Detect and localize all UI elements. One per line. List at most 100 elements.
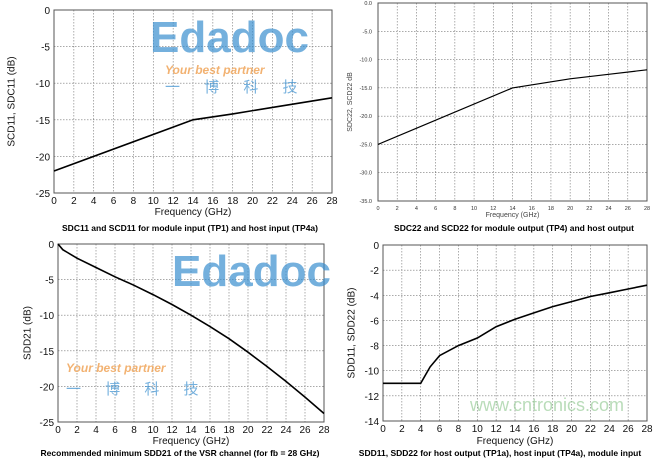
series-line <box>53 97 333 172</box>
y-axis-label: SCD11, SDC11 (dB) <box>7 56 18 146</box>
x-tick-label: 26 <box>307 196 319 207</box>
y-tick-label: -5 <box>41 43 50 54</box>
y-tick-label: -5 <box>45 276 54 287</box>
y-tick-label: -15 <box>40 347 55 358</box>
x-tick-label: 22 <box>261 425 273 436</box>
x-tick-label: 24 <box>604 424 616 435</box>
x-tick-label: 26 <box>625 206 631 212</box>
x-tick-label: 20 <box>567 206 573 212</box>
x-tick-label: 24 <box>287 196 299 207</box>
x-axis-label: Frequency (GHz) <box>155 207 232 218</box>
x-tick-label: 10 <box>148 196 160 207</box>
chart-title: SDC22 and SCD22 for module output (TP4) … <box>394 223 634 233</box>
x-tick-label: 10 <box>147 425 159 436</box>
x-tick-label: 16 <box>529 206 535 212</box>
x-tick-label: 8 <box>456 424 462 435</box>
x-tick-label: 2 <box>396 206 399 212</box>
x-tick-label: 14 <box>509 206 515 212</box>
y-tick-label: -20.0 <box>359 114 372 120</box>
x-tick-label: 28 <box>641 424 653 435</box>
x-tick-label: 4 <box>93 425 99 436</box>
plot-frame <box>57 243 325 423</box>
y-axis-label: SDD11, SDD22 (dB) <box>347 288 358 379</box>
y-tick-label: -14 <box>365 417 380 428</box>
y-tick-label: -10.0 <box>359 58 372 64</box>
x-tick-label: 2 <box>74 425 80 436</box>
y-tick-label: 0 <box>48 240 54 251</box>
y-tick-label: -6 <box>370 316 379 327</box>
y-tick-label: -20 <box>40 382 55 393</box>
x-tick-label: 28 <box>644 206 650 212</box>
chart-title: SDD11, SDD22 for host output (TP1a), hos… <box>359 448 642 458</box>
x-tick-label: 26 <box>299 425 311 436</box>
series-line <box>383 284 648 385</box>
x-tick-label: 6 <box>111 196 117 207</box>
x-tick-label: 0 <box>55 425 61 436</box>
y-tick-label: -25 <box>40 418 55 429</box>
y-tick-label: 0 <box>373 241 379 252</box>
x-tick-label: 10 <box>472 424 484 435</box>
y-tick-label: -2 <box>370 266 379 277</box>
x-tick-label: 2 <box>399 424 405 435</box>
y-tick-label: -15 <box>36 116 51 127</box>
x-tick-label: 8 <box>131 196 137 207</box>
x-axis-label: Frequency (GHz) <box>153 436 230 447</box>
y-tick-label: -12 <box>365 392 380 403</box>
x-tick-label: 28 <box>326 196 338 207</box>
chart-2: 0 2 4 6 8 10 12 14 16 18 20 22 24 26 280.0-5.0-10.0-15… <box>347 1 650 233</box>
x-tick-label: 0 <box>380 424 386 435</box>
plot-frame <box>377 2 648 202</box>
x-axis-label: Frequency (GHz) <box>486 212 540 219</box>
chart-title: Recommended minimum SDD21 of the VSR cha… <box>41 448 320 458</box>
x-tick-label: 4 <box>418 424 424 435</box>
chart-4: 0 2 4 6 8 10 12 14 16 18 20 22 24 26 280-2-4-6-8-10-12… <box>347 241 653 458</box>
chart-1: 0 2 4 6 8 10 12 14 16 18 20 22 24 26 280-5-10-15-20-25… <box>7 6 338 233</box>
x-tick-label: 4 <box>91 196 97 207</box>
chart-3: 0 2 4 6 8 10 12 14 16 18 20 22 24 26 280-5-10-15-20-25… <box>23 240 330 458</box>
y-tick-label: -5.0 <box>363 29 372 35</box>
x-tick-label: 22 <box>585 424 597 435</box>
x-tick-label: 14 <box>187 196 199 207</box>
x-tick-label: 6 <box>434 206 437 212</box>
x-tick-label: 12 <box>166 425 178 436</box>
x-tick-label: 6 <box>112 425 118 436</box>
x-tick-label: 20 <box>242 425 254 436</box>
y-tick-label: -10 <box>40 311 55 322</box>
x-tick-label: 24 <box>280 425 292 436</box>
x-tick-label: 0 <box>51 196 57 207</box>
x-tick-label: 4 <box>415 206 418 212</box>
y-tick-label: -25.0 <box>359 142 372 148</box>
series-line <box>57 243 325 415</box>
y-tick-label: -15.0 <box>359 86 372 92</box>
y-tick-label: 0 <box>44 6 50 17</box>
x-tick-label: 12 <box>490 206 496 212</box>
x-tick-label: 2 <box>71 196 77 207</box>
y-tick-label: -35.0 <box>359 199 372 205</box>
series-line <box>377 69 648 145</box>
x-tick-label: 6 <box>437 424 443 435</box>
x-tick-label: 18 <box>227 196 239 207</box>
x-tick-label: 18 <box>547 424 559 435</box>
y-tick-label: -10 <box>36 79 51 90</box>
x-tick-label: 22 <box>586 206 592 212</box>
x-tick-label: 10 <box>471 206 477 212</box>
plot-frame <box>382 244 648 422</box>
x-axis-label: Frequency (GHz) <box>477 436 554 447</box>
x-tick-label: 12 <box>491 424 503 435</box>
chart-title: SDC11 and SCD11 for module input (TP1) a… <box>62 223 318 233</box>
x-tick-label: 16 <box>207 196 219 207</box>
y-tick-label: -10 <box>365 367 380 378</box>
y-tick-label: -25 <box>36 189 51 200</box>
x-tick-label: 12 <box>168 196 180 207</box>
y-tick-label: -4 <box>370 291 379 302</box>
x-tick-label: 28 <box>318 425 330 436</box>
plot-frame <box>53 9 333 194</box>
x-tick-label: 0 <box>376 206 379 212</box>
x-tick-label: 14 <box>509 424 521 435</box>
x-tick-label: 20 <box>247 196 259 207</box>
x-tick-label: 16 <box>204 425 216 436</box>
y-tick-label: -20 <box>36 152 51 163</box>
x-tick-label: 14 <box>185 425 197 436</box>
y-axis-label: SDD21 (dB) <box>23 306 34 360</box>
